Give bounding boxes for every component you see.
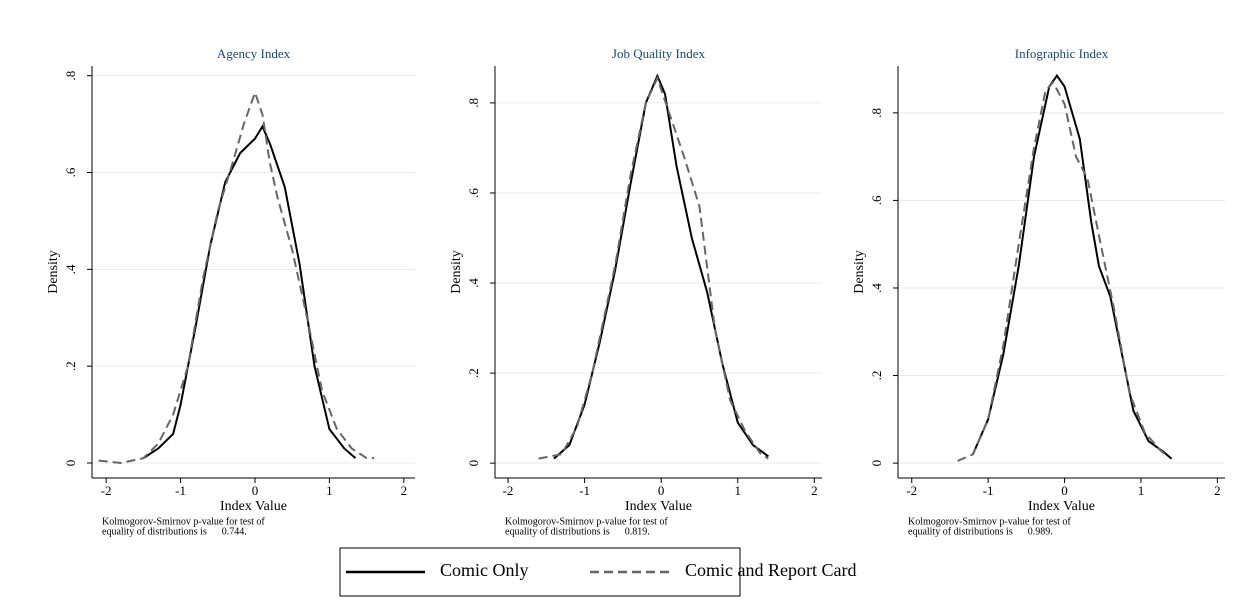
- density-line: [971, 73, 1173, 460]
- note: equality of distributions is 0.819.: [505, 526, 650, 537]
- x-tick-label: 2: [401, 483, 408, 498]
- y-axis-label: Density: [46, 250, 61, 294]
- density-line: [98, 89, 375, 465]
- y-tick-label: .2: [63, 361, 78, 371]
- note: equality of distributions is 0.744.: [102, 526, 247, 537]
- x-tick-label: -2: [101, 483, 112, 498]
- x-tick-label: 0: [658, 483, 665, 498]
- y-tick-label: .6: [869, 195, 884, 205]
- y-tick-label: .4: [63, 264, 78, 274]
- y-tick-label: .8: [869, 108, 884, 118]
- panel-title: Agency Index: [217, 46, 291, 61]
- y-tick-label: 0: [869, 460, 884, 467]
- note: equality of distributions is 0.989.: [908, 526, 1053, 537]
- y-tick-label: .6: [466, 188, 481, 198]
- x-tick-label: 2: [811, 483, 818, 498]
- x-axis-label: Index Value: [625, 499, 692, 514]
- y-axis-label: Density: [449, 250, 464, 294]
- x-tick-label: -2: [503, 483, 514, 498]
- y-axis-label: Density: [852, 250, 867, 294]
- note: Kolmogorov-Smirnov p-value for test of: [505, 516, 668, 527]
- x-tick-label: 1: [735, 483, 742, 498]
- x-axis-label: Index Value: [220, 499, 287, 514]
- density-line: [957, 80, 1169, 462]
- legend-label: Comic and Report Card: [685, 560, 856, 580]
- y-tick-label: 0: [466, 460, 481, 467]
- note: Kolmogorov-Smirnov p-value for test of: [908, 516, 1071, 527]
- y-tick-label: .2: [869, 371, 884, 381]
- x-tick-label: 1: [326, 483, 333, 498]
- x-tick-label: 1: [1138, 483, 1145, 498]
- y-tick-label: .2: [466, 368, 481, 378]
- panel-title: Job Quality Index: [612, 46, 706, 61]
- x-tick-label: -1: [579, 483, 590, 498]
- x-tick-label: 0: [1061, 483, 1068, 498]
- y-tick-label: .8: [63, 71, 78, 81]
- y-tick-label: .8: [466, 98, 481, 108]
- y-tick-label: .6: [63, 167, 78, 177]
- x-tick-label: 0: [252, 483, 259, 498]
- density-line: [553, 73, 769, 460]
- y-tick-label: .4: [869, 283, 884, 293]
- x-tick-label: -2: [906, 483, 917, 498]
- legend-label: Comic Only: [440, 560, 529, 580]
- x-tick-label: -1: [175, 483, 186, 498]
- density-line: [538, 75, 769, 460]
- y-tick-label: 0: [63, 460, 78, 467]
- x-axis-label: Index Value: [1028, 499, 1095, 514]
- note: Kolmogorov-Smirnov p-value for test of: [102, 516, 265, 527]
- density-line: [142, 124, 357, 459]
- panel-title: Infographic Index: [1015, 46, 1109, 61]
- y-tick-label: .4: [466, 278, 481, 288]
- x-tick-label: 2: [1214, 483, 1221, 498]
- x-tick-label: -1: [983, 483, 994, 498]
